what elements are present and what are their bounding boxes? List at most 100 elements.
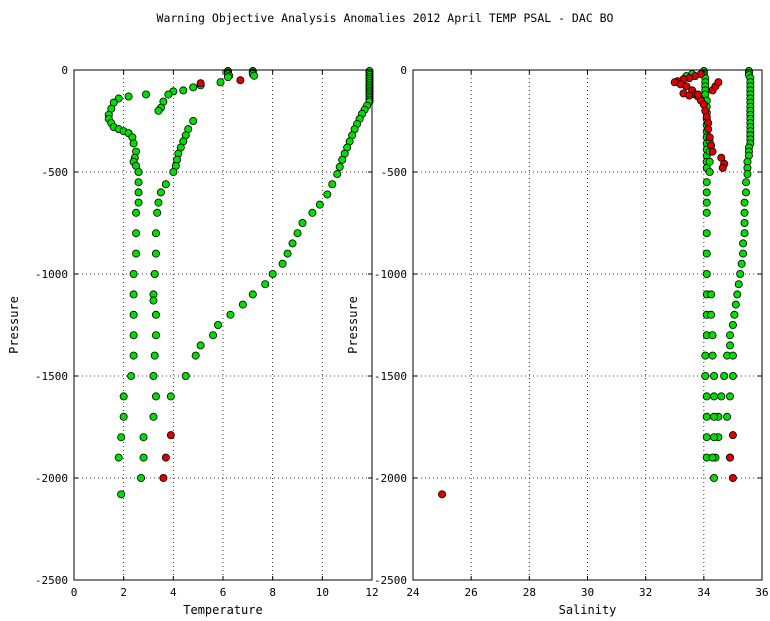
x-tick-label: 8 (269, 586, 276, 599)
data-point (740, 229, 749, 238)
data-point (151, 249, 160, 258)
data-point (214, 320, 223, 329)
data-point (151, 392, 160, 401)
data-point (702, 392, 711, 401)
data-point (702, 229, 711, 238)
x-tick-label: 10 (316, 586, 329, 599)
pressure-axis-label-left: Pressure (7, 296, 21, 354)
data-point (223, 73, 232, 82)
data-point (710, 412, 719, 421)
data-point (293, 229, 302, 238)
data-point (119, 412, 128, 421)
data-point (726, 331, 735, 340)
data-point (702, 269, 711, 278)
flagged-data-point (704, 125, 713, 134)
data-point (742, 178, 751, 187)
y-tick-label: -2000 (35, 472, 68, 485)
data-point (728, 371, 737, 380)
data-point (739, 239, 748, 248)
data-point (702, 433, 711, 442)
data-point (154, 198, 163, 207)
data-point (161, 180, 170, 189)
x-tick-label: 26 (465, 586, 478, 599)
x-tick-label: 6 (220, 586, 227, 599)
data-point (164, 90, 173, 99)
data-point (335, 162, 344, 171)
data-point (737, 259, 746, 268)
flagged-data-point (196, 79, 205, 88)
data-point (124, 92, 133, 101)
data-point (705, 157, 714, 166)
data-point (261, 280, 270, 289)
data-point (129, 310, 138, 319)
data-point (720, 371, 729, 380)
data-point (149, 296, 158, 305)
data-point (702, 208, 711, 217)
data-point (189, 83, 198, 92)
data-point (139, 433, 148, 442)
data-point (328, 180, 337, 189)
y-tick-label: -1500 (374, 370, 407, 383)
flagged-data-point (438, 490, 447, 499)
data-point (150, 269, 159, 278)
data-point (717, 392, 726, 401)
data-point (189, 117, 198, 126)
data-point (238, 300, 247, 309)
data-point (308, 208, 317, 217)
data-point (129, 139, 138, 148)
data-point (710, 392, 719, 401)
data-point (129, 351, 138, 360)
data-point (710, 433, 719, 442)
temperature-grid (74, 70, 372, 580)
data-point (142, 90, 151, 99)
data-point (728, 351, 737, 360)
salinity-points (438, 67, 755, 499)
data-point (740, 208, 749, 217)
data-point (169, 167, 178, 176)
data-point (226, 310, 235, 319)
data-point (298, 218, 307, 227)
data-point (736, 269, 745, 278)
data-point (283, 249, 292, 258)
data-point (726, 392, 735, 401)
y-tick-label: -2500 (374, 574, 407, 587)
x-tick-label: 30 (581, 586, 594, 599)
data-point (117, 490, 126, 499)
data-point (278, 259, 287, 268)
data-point (134, 198, 143, 207)
y-tick-label: -500 (381, 166, 408, 179)
y-tick-label: -2500 (35, 574, 68, 587)
flagged-data-point (728, 431, 737, 440)
data-point (134, 188, 143, 197)
data-point (723, 412, 732, 421)
data-point (132, 249, 141, 258)
flagged-data-point (159, 473, 168, 482)
data-point (132, 229, 141, 238)
data-point (154, 106, 163, 115)
flagged-data-point (166, 431, 175, 440)
flagged-data-point (714, 78, 723, 87)
data-point (702, 249, 711, 258)
data-point (315, 200, 324, 209)
x-tick-label: 28 (523, 586, 536, 599)
x-tick-label: 34 (697, 586, 711, 599)
data-point (149, 371, 158, 380)
data-point (710, 473, 719, 482)
y-tick-label: -1500 (35, 370, 68, 383)
data-point (209, 331, 218, 340)
data-point (150, 351, 159, 360)
salinity-panel: 24 26 28 30 32 34 360-500-1000-1500-2000-2500 … (346, 64, 769, 617)
x-tick-label: 24 (406, 586, 420, 599)
data-point (151, 310, 160, 319)
data-point (127, 371, 136, 380)
data-point (743, 170, 752, 179)
temperature-panel: 0 2 4 6 8 10 12 0 -500 -1000 -1500 -2000 -2500 Tempe… (7, 64, 379, 617)
data-point (728, 320, 737, 329)
temperature-axis-label: Temperature (183, 603, 262, 617)
temperature-points (104, 67, 374, 499)
data-point (137, 473, 146, 482)
data-point (740, 218, 749, 227)
data-point (151, 229, 160, 238)
data-point (734, 280, 743, 289)
data-point (708, 453, 717, 462)
